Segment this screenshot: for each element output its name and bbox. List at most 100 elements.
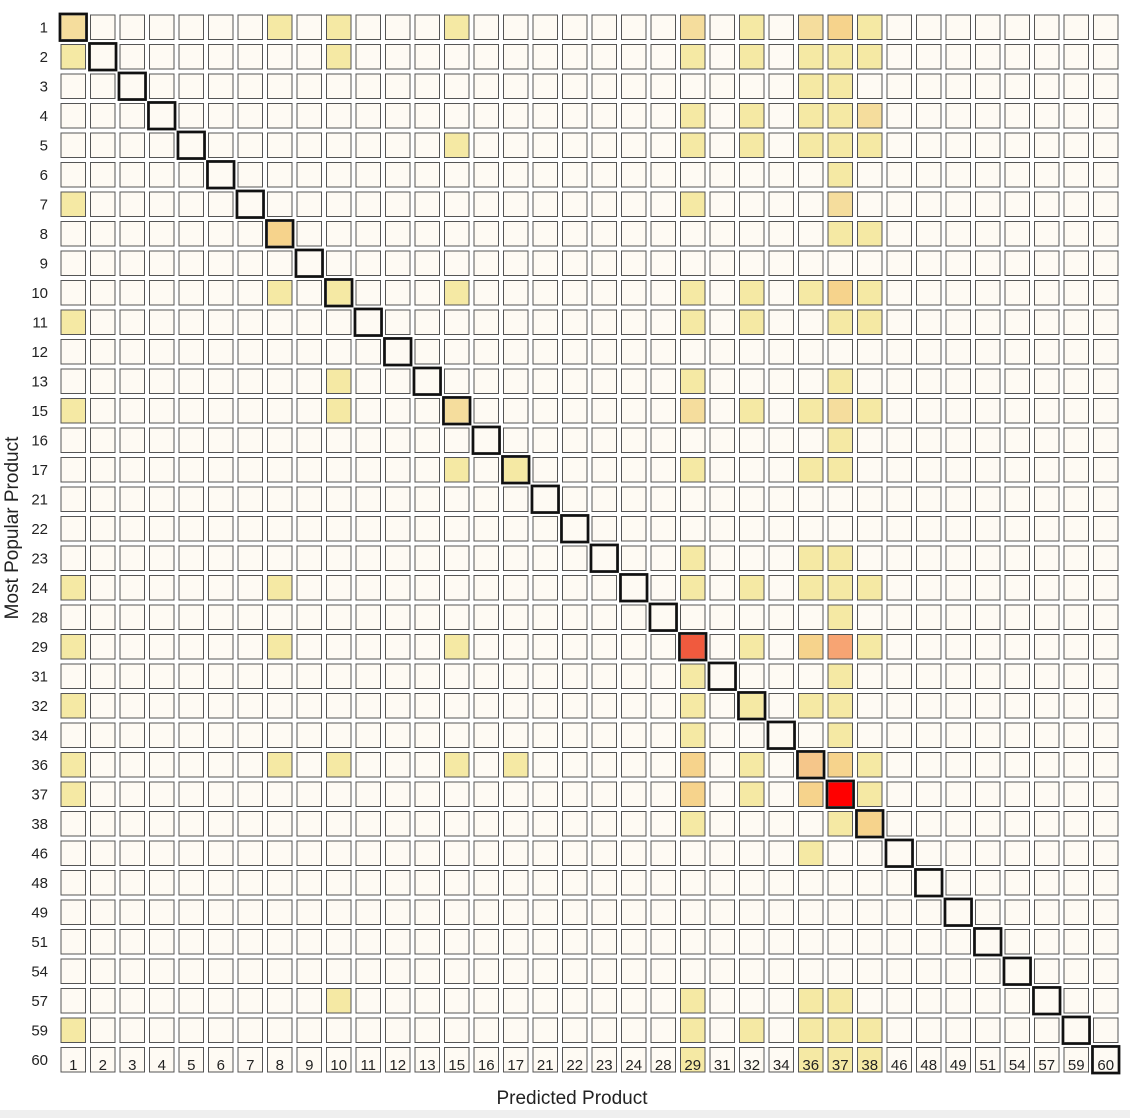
cell-11-31	[709, 309, 735, 335]
cell-4-11	[355, 103, 381, 129]
cell-5-21	[532, 132, 558, 158]
cell-13-10	[326, 368, 352, 394]
cell-59-21	[532, 1017, 558, 1043]
cell-10-15	[444, 280, 470, 306]
cell-51-28	[650, 929, 676, 955]
cell-34-16	[473, 722, 499, 748]
cell-15-24	[621, 398, 647, 424]
cell-37-12	[385, 781, 411, 807]
diagonal-highlight-38	[855, 809, 885, 839]
cell-3-31	[709, 73, 735, 99]
cell-46-13	[414, 840, 440, 866]
cell-28-31	[709, 604, 735, 630]
cell-38-36	[798, 811, 824, 837]
cell-1-17	[503, 14, 529, 40]
cell-31-7	[237, 663, 263, 689]
cell-2-28	[650, 44, 676, 70]
cell-46-38	[857, 840, 883, 866]
cell-54-36	[798, 958, 824, 984]
cell-9-32	[739, 250, 765, 276]
diagonal-highlight-2	[88, 42, 118, 72]
cell-34-10	[326, 722, 352, 748]
cell-3-29	[680, 73, 706, 99]
cell-59-59	[1063, 1017, 1089, 1043]
cell-28-32	[739, 604, 765, 630]
cell-46-2	[90, 840, 116, 866]
cell-8-38	[857, 221, 883, 247]
cell-23-57	[1034, 545, 1060, 571]
cell-7-13	[414, 191, 440, 217]
cell-38-54	[1004, 811, 1030, 837]
cell-38-34	[768, 811, 794, 837]
cell-11-9	[296, 309, 322, 335]
cell-12-1	[60, 339, 86, 365]
cell-57-36	[798, 988, 824, 1014]
cell-3-3	[119, 73, 145, 99]
cell-8-21	[532, 221, 558, 247]
cell-9-59	[1063, 250, 1089, 276]
cell-37-13	[414, 781, 440, 807]
cell-16-22	[562, 427, 588, 453]
cell-21-57	[1034, 486, 1060, 512]
cell-37-11	[355, 781, 381, 807]
cell-51-9	[296, 929, 322, 955]
cell-23-59	[1063, 545, 1089, 571]
cell-49-8	[267, 899, 293, 925]
cell-24-16	[473, 575, 499, 601]
cell-9-60	[1093, 250, 1119, 276]
cell-11-37	[827, 309, 853, 335]
diagonal-highlight-36	[796, 750, 826, 780]
cell-36-6	[208, 752, 234, 778]
cell-8-24	[621, 221, 647, 247]
cell-13-13	[414, 368, 440, 394]
cell-8-49	[945, 221, 971, 247]
cell-59-38	[857, 1017, 883, 1043]
cell-49-22	[562, 899, 588, 925]
cell-6-2	[90, 162, 116, 188]
cell-15-3	[119, 398, 145, 424]
cell-29-13	[414, 634, 440, 660]
cell-34-21	[532, 722, 558, 748]
cell-54-49	[945, 958, 971, 984]
cell-31-60	[1093, 663, 1119, 689]
cell-29-15	[444, 634, 470, 660]
cell-21-2	[90, 486, 116, 512]
y-tick-34: 34	[31, 727, 48, 744]
y-tick-22: 22	[31, 521, 48, 538]
cell-17-13	[414, 457, 440, 483]
cell-22-48	[916, 516, 942, 542]
cell-46-1	[60, 840, 86, 866]
cell-2-23	[591, 44, 617, 70]
cell-7-59	[1063, 191, 1089, 217]
cell-7-36	[798, 191, 824, 217]
cell-59-11	[355, 1017, 381, 1043]
cell-1-3	[119, 14, 145, 40]
cell-36-16	[473, 752, 499, 778]
cell-7-10	[326, 191, 352, 217]
x-tick-11: 11	[360, 1057, 376, 1074]
x-tick-59: 59	[1068, 1057, 1085, 1074]
cell-54-28	[650, 958, 676, 984]
cell-59-13	[414, 1017, 440, 1043]
cell-37-6	[208, 781, 234, 807]
cell-9-23	[591, 250, 617, 276]
x-tick-28: 28	[655, 1057, 672, 1074]
x-tick-16: 16	[478, 1057, 495, 1074]
cell-34-37	[827, 722, 853, 748]
cell-21-15	[444, 486, 470, 512]
cell-29-12	[385, 634, 411, 660]
cell-46-60	[1093, 840, 1119, 866]
cell-37-37	[827, 781, 853, 807]
cell-24-37	[827, 575, 853, 601]
cell-17-51	[975, 457, 1001, 483]
cell-34-60	[1093, 722, 1119, 748]
cell-3-32	[739, 73, 765, 99]
cell-60-12	[385, 1047, 411, 1073]
cell-34-36	[798, 722, 824, 748]
cell-21-31	[709, 486, 735, 512]
cell-2-29	[680, 44, 706, 70]
cell-10-57	[1034, 280, 1060, 306]
cell-51-51	[975, 929, 1001, 955]
cell-2-22	[562, 44, 588, 70]
cell-4-4	[149, 103, 175, 129]
